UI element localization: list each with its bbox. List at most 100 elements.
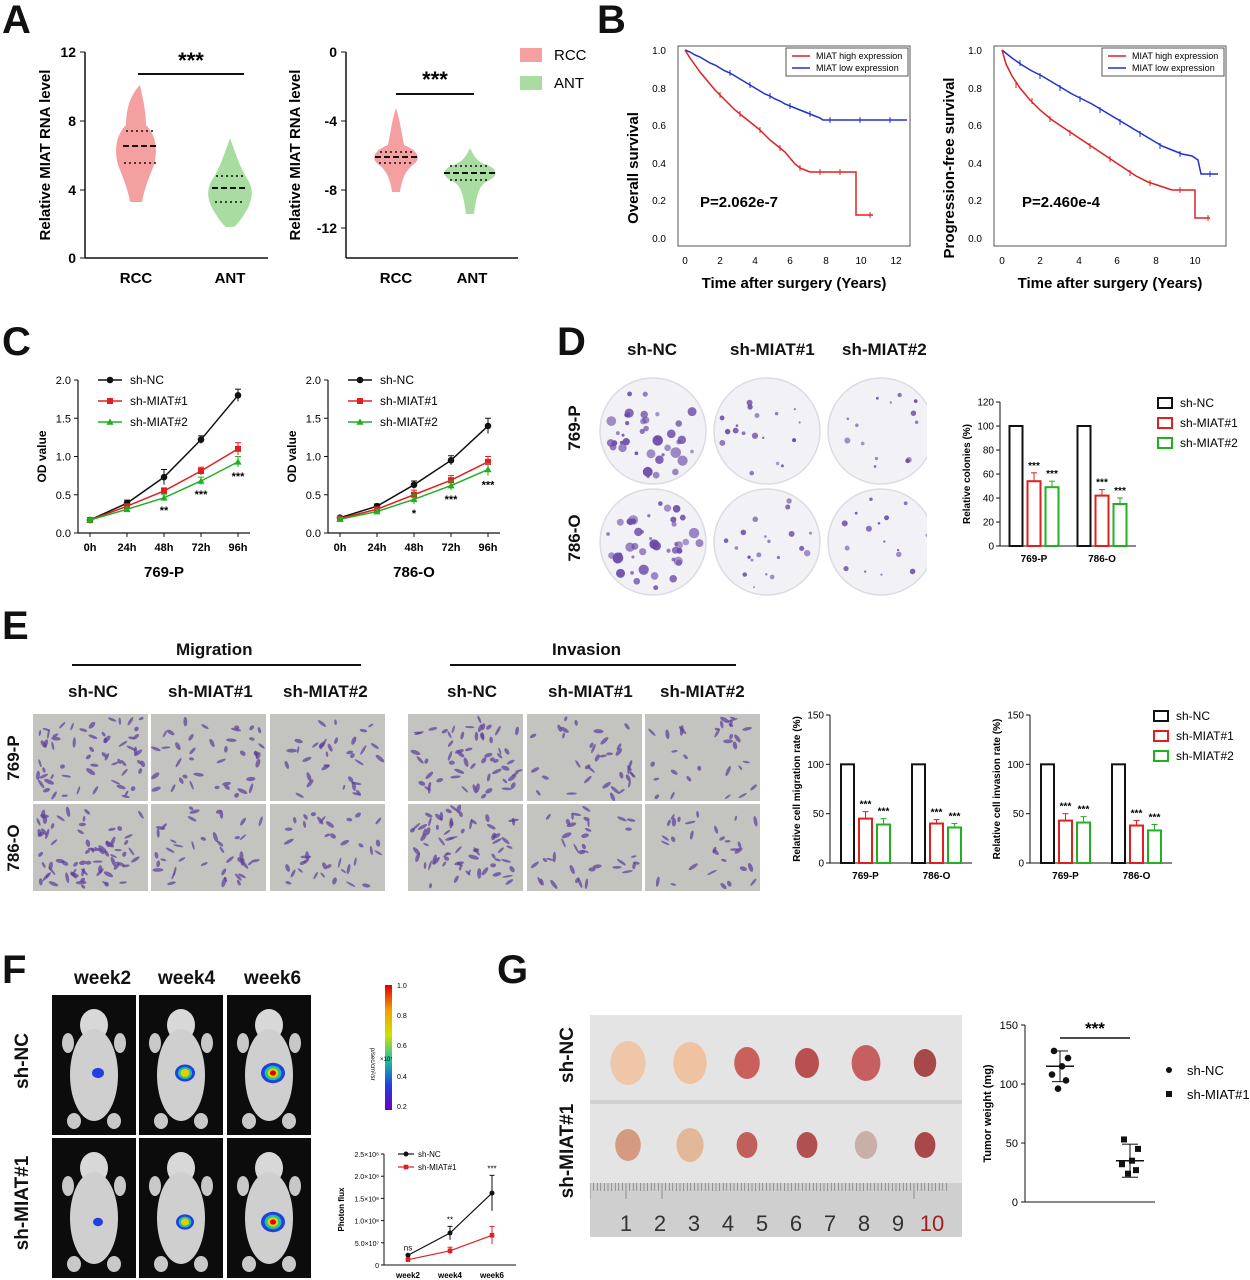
f-ytick-label: 0 xyxy=(375,1263,379,1270)
transwell-cell xyxy=(653,777,660,781)
transwell-cell xyxy=(89,746,94,753)
panel-b-survival-charts: Overall survival Time after surgery (Yea… xyxy=(625,45,1227,292)
mouse-limb xyxy=(107,1113,121,1129)
bar xyxy=(1147,829,1162,865)
f-row-label: sh-MIAT#1 xyxy=(12,1155,33,1251)
transwell-cell xyxy=(327,743,333,752)
e-migration-rule xyxy=(72,664,361,666)
transwell-cell xyxy=(490,863,496,868)
transwell-cell xyxy=(375,754,385,763)
bar-sig-label: *** xyxy=(1096,478,1108,489)
transwell-cell xyxy=(324,833,331,838)
transwell-cell xyxy=(117,826,123,831)
bar-sig-label: *** xyxy=(1078,805,1090,816)
transwell-cell xyxy=(50,839,58,846)
colony-spot xyxy=(756,552,762,558)
transwell-cell xyxy=(493,758,499,763)
transwell-cell xyxy=(86,768,96,776)
transwell-cell xyxy=(42,872,50,882)
transwell-cell xyxy=(655,876,660,887)
mouse-limb xyxy=(289,1176,301,1196)
c-legend-marker xyxy=(106,418,114,425)
bar-legend-label: sh-NC xyxy=(1176,709,1210,723)
c-ytick-label: 2.0 xyxy=(56,375,71,387)
c-point xyxy=(484,422,492,430)
c-legend-label: sh-MIAT#1 xyxy=(130,394,188,408)
mouse-limb xyxy=(114,1033,126,1053)
e-col-label: sh-MIAT#1 xyxy=(548,682,633,701)
g-row-label: sh-NC xyxy=(557,1027,578,1083)
colony-spot xyxy=(643,425,649,432)
g-legend-label: sh-NC xyxy=(1187,1063,1224,1078)
transwell-cell xyxy=(581,843,587,850)
c-chart-769p: 2.0 1.5 1.0 0.5 0.0 0h 24h 48h 72h 96h OD value 769… xyxy=(35,373,250,581)
transwell-cell xyxy=(506,845,513,849)
colony-spot xyxy=(750,558,754,562)
transwell-cell xyxy=(51,736,61,741)
c-xtick-label: 24h xyxy=(118,542,137,554)
transwell-cell xyxy=(110,836,116,847)
colony-spot xyxy=(612,554,623,564)
f-xtick-label: week4 xyxy=(437,1271,463,1280)
transwell-cell xyxy=(85,849,91,854)
svg-text:6: 6 xyxy=(1114,256,1120,267)
e-invasion-title: Invasion xyxy=(552,640,621,659)
mouse-limb xyxy=(237,1176,249,1196)
tumor-sh-miat1 xyxy=(676,1128,704,1162)
transwell-cell xyxy=(453,875,459,883)
transwell-cell xyxy=(48,881,59,887)
transwell-cell xyxy=(671,817,677,827)
transwell-tile xyxy=(527,714,642,801)
transwell-cell xyxy=(589,742,594,748)
colony-spot xyxy=(751,432,759,439)
transwell-cell xyxy=(368,723,374,728)
transwell-cell xyxy=(134,726,139,732)
colony-spot xyxy=(753,586,756,589)
c-series-line xyxy=(339,425,489,519)
transwell-cell xyxy=(124,840,129,845)
colony-spot xyxy=(747,555,751,559)
g-ruler-number: 8 xyxy=(858,1211,870,1236)
g-point xyxy=(1125,1170,1131,1177)
transwell-cell xyxy=(624,723,630,730)
colony-spot xyxy=(633,577,641,585)
colony-spot xyxy=(606,532,610,536)
transwell-cell xyxy=(238,873,246,879)
bioluminescence-signal xyxy=(270,1070,276,1076)
mouse-limb xyxy=(149,1176,161,1196)
transwell-cell xyxy=(82,816,86,822)
transwell-cell xyxy=(491,853,496,859)
mouse-limb xyxy=(154,1113,168,1129)
transwell-cell xyxy=(420,833,427,841)
g-point xyxy=(1119,1161,1125,1168)
transwell-cell xyxy=(137,759,142,765)
bar-legend-label: sh-MIAT#2 xyxy=(1180,436,1238,450)
transwell-cell xyxy=(369,845,373,856)
transwell-cell xyxy=(696,810,700,818)
bar xyxy=(929,822,944,864)
c-legend-marker xyxy=(356,376,364,384)
b-pfs-pvalue: P=2.460e-4 xyxy=(1022,194,1101,211)
colony-spot xyxy=(606,416,617,426)
colony-spot xyxy=(865,525,872,532)
e-invasion-barchart: 150 100 50 0 Relative cell invasion rate (%)… xyxy=(992,709,1234,882)
transwell-cell xyxy=(650,761,655,767)
bar xyxy=(911,763,926,864)
transwell-cell xyxy=(318,742,325,749)
panel-c-growth-charts: 2.0 1.5 1.0 0.5 0.0 0h 24h 48h 72h 96h OD value 769… xyxy=(35,373,500,581)
transwell-cell xyxy=(724,840,731,843)
transwell-cell xyxy=(239,834,247,840)
transwell-cell xyxy=(671,750,678,753)
mouse-limb xyxy=(149,1033,161,1053)
transwell-cell xyxy=(152,868,164,872)
panel-label-c: C xyxy=(2,320,31,364)
transwell-cell xyxy=(492,838,502,844)
f-legend-label: sh-NC xyxy=(418,1150,441,1159)
transwell-cell xyxy=(486,823,496,830)
transwell-cell xyxy=(425,827,431,836)
transwell-cell xyxy=(151,772,160,780)
c-legend-marker xyxy=(356,418,364,425)
transwell-cell xyxy=(594,754,600,762)
transwell-cell xyxy=(81,867,85,877)
c-legend-marker xyxy=(106,376,114,384)
